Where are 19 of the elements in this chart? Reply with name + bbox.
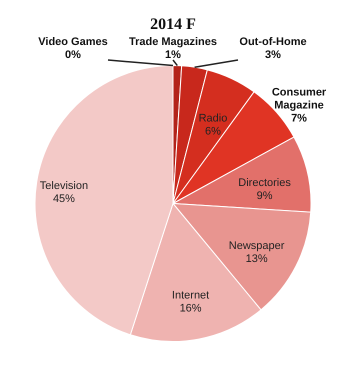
data-label: 16% xyxy=(180,302,202,315)
slice-label: Radio xyxy=(198,112,228,125)
slice-label: Television xyxy=(40,180,88,192)
slice-label: Directories xyxy=(238,177,292,190)
data-label: 3% xyxy=(265,49,282,61)
data-label: 1% xyxy=(165,49,182,61)
text: 0% xyxy=(65,49,81,61)
data-label: 13% xyxy=(246,253,268,266)
data-label: 9% xyxy=(256,190,273,202)
data-label: 7% xyxy=(291,112,308,124)
slice-label: Consumer Magazine xyxy=(272,86,327,112)
category-label: Video Games xyxy=(38,36,108,48)
slice-label: Trade Magazines xyxy=(128,36,218,48)
data-label: 45% xyxy=(52,193,76,206)
data-label: 6% xyxy=(205,126,222,138)
chart-title: 2014 F xyxy=(150,16,196,33)
slice-label: Out-of-Home xyxy=(239,36,307,48)
slice-label: Newspaper xyxy=(228,240,285,252)
slice-label: Internet xyxy=(172,290,210,302)
